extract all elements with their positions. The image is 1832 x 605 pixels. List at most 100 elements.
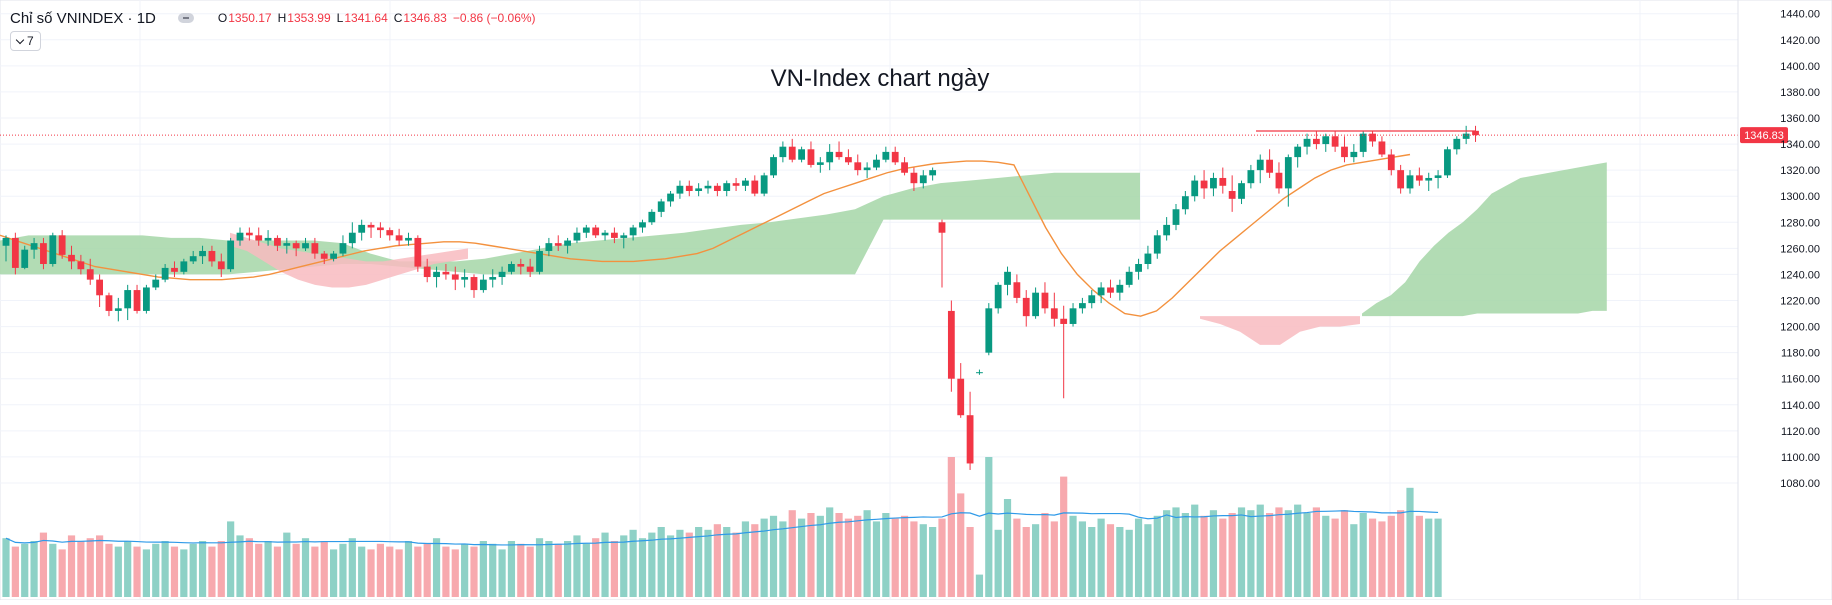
volume-bar <box>648 532 656 597</box>
candle-body <box>227 240 235 270</box>
candle-body <box>723 183 731 191</box>
candle <box>423 258 431 283</box>
candle-body <box>1322 136 1330 145</box>
candle-body <box>620 235 628 238</box>
candle-body <box>1060 318 1068 324</box>
candle <box>1266 149 1273 178</box>
candle <box>891 146 899 165</box>
candle <box>657 198 665 218</box>
candle <box>667 191 674 207</box>
volume-bar <box>1312 507 1320 597</box>
candle-body <box>11 237 19 268</box>
candle <box>957 363 965 418</box>
candle-body <box>433 271 440 278</box>
volume-bar <box>189 543 197 597</box>
candle-body <box>180 261 188 272</box>
candle <box>451 266 459 291</box>
y-tick-label: 1100.00 <box>1781 452 1820 464</box>
candle <box>283 237 291 254</box>
candle-body <box>779 146 787 158</box>
candle <box>742 177 749 191</box>
symbol-title[interactable]: Chỉ số VNINDEX · 1D <box>10 9 156 27</box>
candle <box>994 282 1002 314</box>
candle <box>1397 164 1405 194</box>
volume-bar <box>713 524 721 597</box>
candle-body <box>545 243 553 251</box>
volume-bar <box>1247 510 1255 597</box>
candle <box>236 227 244 246</box>
candle <box>536 245 543 275</box>
indicators-toggle-button[interactable]: 7 <box>10 31 41 51</box>
volume-bar <box>1153 515 1161 597</box>
volume-bar <box>1434 518 1442 597</box>
volume-bar <box>685 532 693 597</box>
candle <box>1331 131 1339 152</box>
candle-body <box>161 267 169 280</box>
candle <box>1069 303 1077 327</box>
chevron-down-icon <box>15 35 25 44</box>
candle-body <box>1200 180 1208 189</box>
candle <box>1041 282 1049 314</box>
candle <box>648 209 656 225</box>
volume-bar <box>1097 518 1105 597</box>
candle <box>143 284 150 314</box>
volume-bar <box>929 527 937 597</box>
cloud-bear-area <box>230 232 468 288</box>
visibility-toggle-icon[interactable] <box>177 13 194 23</box>
volume-bar <box>283 532 291 597</box>
volume-bar <box>1387 515 1395 597</box>
volume-bar <box>994 529 1002 597</box>
volume-bar <box>1266 513 1274 597</box>
candle-body <box>648 211 656 223</box>
volume-bar <box>872 521 881 597</box>
volume-bar <box>86 538 94 597</box>
price-axis[interactable]: 1440.00 1420.00 1400.00 1380.00 1360.00 1340.… <box>1737 0 1820 600</box>
candle <box>1228 175 1236 212</box>
volume-bar <box>666 535 675 597</box>
ichimoku-cloud <box>0 162 1607 345</box>
volume-bar <box>910 521 918 597</box>
candle <box>1200 170 1208 199</box>
volume-bar <box>442 546 450 597</box>
candle-body <box>217 261 225 270</box>
candle-body <box>919 175 927 184</box>
chart-title: VN-Index chart ngày <box>771 65 990 92</box>
candle-body <box>470 277 478 291</box>
candle <box>1079 297 1086 314</box>
volume-bar <box>863 510 871 597</box>
candle <box>770 154 777 178</box>
volume-bar <box>198 541 207 597</box>
volume-bar <box>732 532 740 597</box>
volume-bar <box>152 543 160 597</box>
candlesticks[interactable] <box>2 125 1479 470</box>
candle-body <box>1444 149 1451 176</box>
candle-body <box>1331 136 1339 147</box>
candle <box>1313 131 1320 150</box>
candle <box>639 219 646 233</box>
volume-bar <box>1144 524 1152 597</box>
candle-body <box>1228 191 1236 199</box>
volume-bar <box>751 524 759 597</box>
candle-body <box>798 149 805 160</box>
candle <box>68 245 75 270</box>
candle <box>433 266 440 288</box>
volume-bar <box>142 549 150 597</box>
candle <box>545 237 553 257</box>
candle <box>517 258 525 275</box>
candle <box>386 227 394 241</box>
candle <box>760 172 768 197</box>
candle-body <box>1079 303 1086 309</box>
candle-body <box>2 237 10 246</box>
candle <box>1013 274 1021 304</box>
candle-body <box>807 149 815 165</box>
volume-bar <box>704 529 712 597</box>
candle <box>1294 144 1302 168</box>
candle-body <box>68 254 75 262</box>
volume-bar <box>170 546 179 597</box>
volume-bar <box>1368 518 1377 597</box>
volume-bar <box>835 513 843 597</box>
volume-bar <box>844 518 852 597</box>
candle <box>1406 170 1414 194</box>
